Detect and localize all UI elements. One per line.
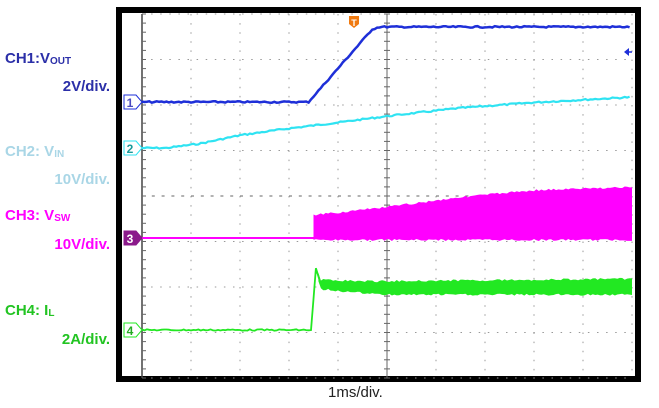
ch4-ground-marker bbox=[123, 322, 143, 338]
trigger-position-marker bbox=[349, 16, 359, 28]
ch1-ground-marker bbox=[123, 94, 143, 110]
ch2-marker-label: 2 bbox=[127, 142, 134, 156]
ch4-scale: 2A/div. bbox=[61, 331, 110, 348]
ch2-sub: IN bbox=[54, 149, 65, 160]
ch4-label: CH4: IL bbox=[5, 302, 54, 319]
ch2-ground-marker bbox=[123, 140, 143, 156]
trigger-level-arrow-icon bbox=[624, 48, 629, 56]
ch2-scale: 10V/div. bbox=[54, 171, 110, 188]
ch3-scale: 10V/div. bbox=[54, 236, 110, 253]
time-scale-label: 1ms/div. bbox=[328, 384, 383, 401]
ch1-trace bbox=[141, 24, 630, 105]
ch3-label: CH3: VSW bbox=[5, 207, 70, 224]
ch3-marker-label: 3 bbox=[127, 232, 134, 246]
ch2-label: CH2: VIN bbox=[5, 143, 64, 160]
ch2-name: CH2: V bbox=[5, 143, 55, 160]
ch1-scale: 2V/div. bbox=[62, 78, 110, 95]
trigger-marker-label: T bbox=[351, 18, 357, 28]
ch1-name: CH1:V bbox=[5, 50, 51, 67]
ch4-name: CH4: I bbox=[5, 302, 49, 319]
ch2-trace bbox=[141, 95, 630, 150]
ch3-sub: SW bbox=[54, 213, 71, 224]
ch3-switching-envelope bbox=[313, 186, 632, 241]
ch4-ripple-band bbox=[318, 272, 632, 296]
ch4-sub: L bbox=[48, 308, 55, 319]
ch3-ground-marker bbox=[123, 230, 143, 246]
ch1-sub: OUT bbox=[50, 56, 72, 67]
ch4-marker-label: 4 bbox=[127, 324, 134, 338]
ch1-marker-label: 1 bbox=[127, 96, 134, 110]
ch3-name: CH3: V bbox=[5, 207, 55, 224]
ch4-trace bbox=[141, 267, 322, 332]
ch1-label: CH1:VOUT bbox=[5, 50, 71, 67]
